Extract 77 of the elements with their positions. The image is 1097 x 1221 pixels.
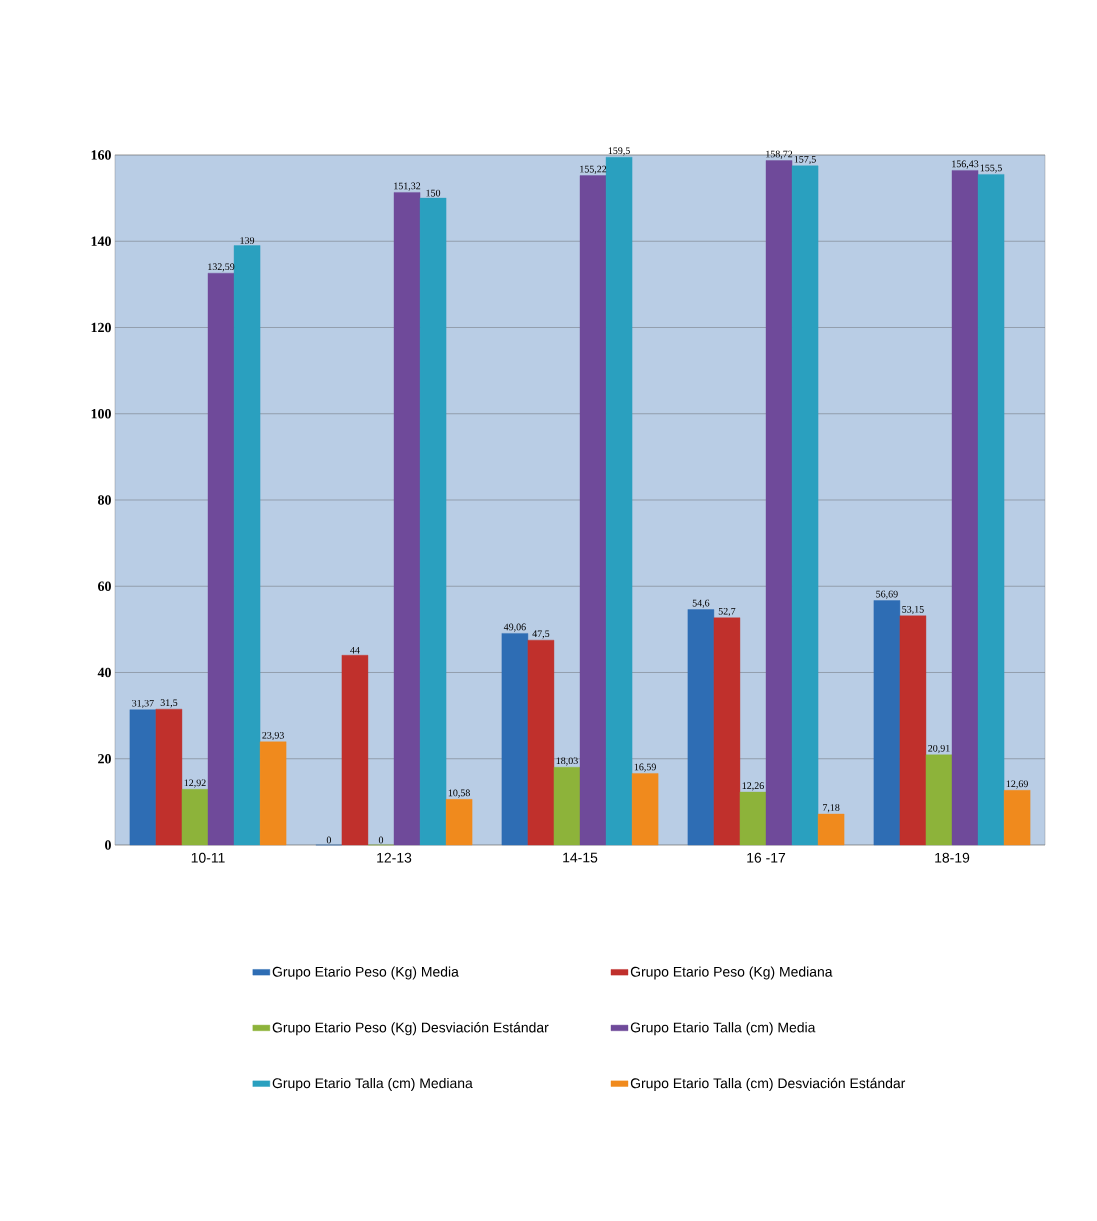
data-label: 31,5	[160, 699, 178, 708]
data-label: 155,22	[580, 165, 607, 174]
data-label: 10,58	[448, 789, 470, 798]
bar	[445, 799, 473, 846]
y-tick-label: 60	[98, 581, 111, 591]
bar	[739, 791, 767, 846]
data-label: 47,5	[532, 630, 550, 639]
data-label: 155,5	[980, 164, 1002, 173]
data-label: 159,5	[608, 147, 630, 156]
bar	[873, 600, 901, 846]
legend-label: Grupo Etario Peso (Kg) Media	[272, 966, 459, 980]
bar	[765, 160, 793, 846]
y-tick-label: 140	[91, 236, 111, 246]
data-label: 56,69	[876, 590, 898, 599]
bar	[527, 639, 555, 846]
data-label: 158,72	[766, 150, 793, 159]
y-tick-label: 160	[91, 150, 111, 160]
data-label: 12,92	[184, 779, 206, 788]
data-label: 12,69	[1006, 780, 1028, 789]
legend-label: Grupo Etario Talla (cm) Desviación Estándar	[630, 1077, 906, 1091]
data-label: 157,5	[794, 155, 816, 165]
data-label: 23,93	[262, 731, 284, 741]
x-tick-label: 16 -17	[747, 852, 786, 863]
bar	[501, 633, 529, 846]
bar	[605, 156, 633, 846]
y-tick-label: 40	[97, 667, 111, 678]
data-label: 31,37	[132, 699, 154, 709]
bar	[791, 165, 819, 846]
bar	[579, 175, 607, 846]
data-label: 150	[426, 189, 441, 197]
bar	[393, 192, 421, 846]
data-label: 0	[378, 836, 384, 844]
bar	[1003, 790, 1031, 846]
y-tick-label: 100	[91, 409, 111, 419]
data-label: 44	[350, 646, 360, 654]
data-label: 156,43	[952, 160, 979, 169]
bar	[553, 767, 581, 846]
legend-label: Grupo Etario Peso (Kg) Desviación Estándar	[272, 1022, 549, 1036]
data-label: 139	[240, 237, 255, 244]
bar	[181, 789, 209, 846]
data-label: 16,59	[634, 763, 656, 772]
bar	[259, 741, 287, 846]
legend-label: Grupo Etario Talla (cm) Media	[630, 1022, 816, 1036]
x-tick-label: 10-11	[191, 852, 225, 863]
y-tick-label: 80	[98, 495, 111, 505]
data-label: 151,32	[394, 182, 421, 191]
bar	[977, 174, 1005, 846]
data-label: 53,15	[902, 605, 924, 615]
data-label: 54,6	[692, 599, 710, 608]
bar	[129, 709, 157, 846]
y-tick-label: 0	[105, 840, 111, 850]
data-label: 20,91	[928, 744, 950, 754]
bar	[925, 754, 953, 846]
bar	[207, 272, 235, 846]
bar	[687, 609, 715, 846]
data-label: 49,06	[503, 623, 526, 632]
data-label: 52,7	[718, 607, 736, 617]
legend-label: Grupo Etario Peso (Kg) Mediana	[630, 966, 833, 980]
bar	[341, 655, 369, 846]
bar	[631, 773, 659, 846]
bar	[419, 197, 447, 846]
y-tick-label: 120	[91, 322, 111, 333]
bar	[951, 170, 979, 846]
bar	[155, 708, 183, 846]
bar	[233, 245, 261, 846]
legend-label: Grupo Etario Talla (cm) Mediana	[272, 1077, 473, 1091]
bar	[713, 617, 741, 846]
data-label: 7,18	[823, 804, 840, 813]
y-tick-label: 20	[98, 754, 111, 764]
x-tick-label: 12-13	[377, 852, 412, 863]
data-label: 12,26	[742, 782, 764, 791]
x-tick-label: 18-19	[935, 852, 970, 863]
bar	[817, 813, 845, 846]
data-label: 0	[326, 836, 332, 844]
data-label: 18,03	[556, 757, 578, 766]
bar	[899, 615, 927, 846]
x-tick-label: 14-15	[563, 852, 598, 863]
